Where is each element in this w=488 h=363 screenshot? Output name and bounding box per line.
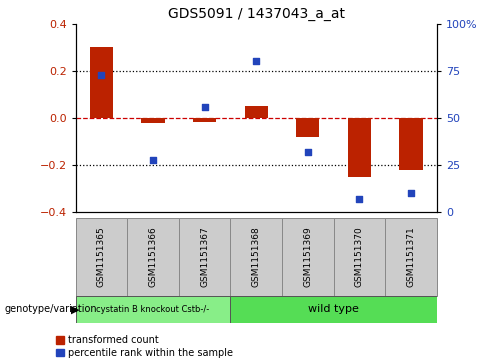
Bar (76, 218, 127, 296)
Bar (244, 106, 268, 118)
Text: GSM1151365: GSM1151365 (97, 227, 106, 287)
Text: GSM1151371: GSM1151371 (407, 227, 415, 287)
Bar (76, 296, 230, 323)
Text: GSM1151369: GSM1151369 (303, 227, 312, 287)
Bar (127, 218, 179, 296)
Bar (348, 118, 371, 177)
Bar (385, 218, 437, 296)
Bar (193, 118, 216, 122)
Legend: transformed count, percentile rank within the sample: transformed count, percentile rank withi… (56, 335, 233, 358)
Bar (334, 218, 385, 296)
Point (149, 156, 157, 162)
Point (252, 58, 260, 64)
Bar (296, 118, 319, 137)
Text: genotype/variation: genotype/variation (5, 305, 98, 314)
Bar (179, 218, 230, 296)
Point (304, 149, 312, 155)
Text: GSM1151368: GSM1151368 (252, 227, 261, 287)
Text: wild type: wild type (308, 305, 359, 314)
Bar (230, 296, 437, 323)
Title: GDS5091 / 1437043_a_at: GDS5091 / 1437043_a_at (168, 7, 345, 21)
Bar (230, 218, 282, 296)
Bar (142, 118, 164, 123)
Point (98, 72, 105, 77)
Text: GSM1151370: GSM1151370 (355, 227, 364, 287)
Bar (399, 118, 423, 170)
Text: cystatin B knockout Cstb-/-: cystatin B knockout Cstb-/- (97, 305, 210, 314)
Bar (90, 47, 113, 118)
Point (355, 196, 363, 202)
Point (407, 191, 415, 196)
Bar (282, 218, 334, 296)
Text: ▶: ▶ (71, 305, 79, 314)
Text: GSM1151367: GSM1151367 (200, 227, 209, 287)
Text: GSM1151366: GSM1151366 (148, 227, 158, 287)
Point (201, 104, 208, 110)
